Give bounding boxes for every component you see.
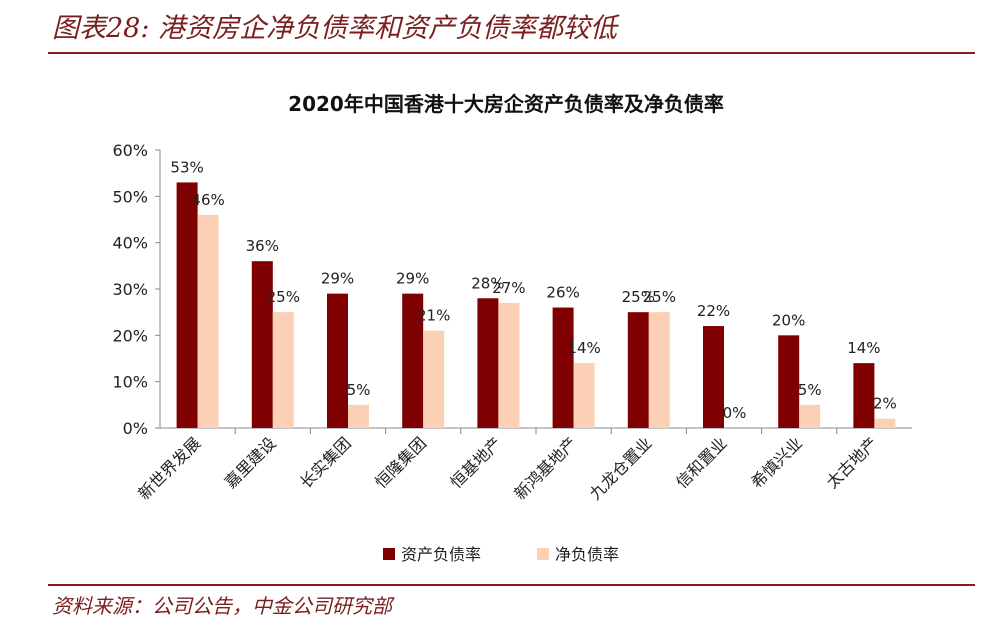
y-tick-label: 0% (123, 419, 148, 438)
title-rule (48, 52, 975, 54)
bar-net-debt (498, 302, 520, 428)
category-label: 嘉里建设 (221, 433, 280, 492)
data-label: 2% (873, 395, 897, 413)
data-label: 25% (643, 288, 676, 306)
category-label: 九龙仓置业 (586, 433, 656, 503)
bar-net-debt (799, 404, 821, 428)
data-label: 36% (246, 237, 279, 255)
bar-asset-liability (853, 363, 875, 428)
chart-bars (176, 182, 896, 428)
data-label: 0% (723, 404, 747, 422)
category-label: 新世界发展 (134, 433, 204, 503)
data-label: 28% (471, 274, 504, 292)
legend-label: 资产负债率 (401, 545, 481, 564)
data-label: 29% (321, 270, 354, 288)
bar-asset-liability (703, 326, 724, 428)
bar-net-debt (423, 330, 445, 428)
bar-asset-liability (552, 307, 574, 428)
y-tick-label: 50% (112, 187, 148, 206)
bar-net-debt (272, 312, 294, 428)
category-label: 信和置业 (672, 433, 731, 492)
data-label: 5% (347, 381, 371, 399)
bar-asset-liability (402, 293, 424, 428)
figure-title: 图表28: 港资房企净负债率和资产负债率都较低 (52, 13, 618, 44)
data-label: 5% (798, 381, 822, 399)
bar-chart: 2020年中国香港十大房企资产负债率及净负债率 0% 10% 20% 30% 40% 50… (112, 92, 912, 564)
data-label: 26% (546, 284, 579, 302)
category-label: 新鸿基地产 (510, 433, 580, 503)
y-tick-label: 60% (112, 141, 148, 160)
category-label: 希慎兴业 (747, 433, 806, 492)
legend-swatch-net-debt (537, 548, 549, 560)
chart-data-labels: 53%46%36%25%29%5%29%21%28%27% 26%14%25%25… (170, 158, 896, 422)
category-label: 太古地产 (823, 433, 882, 492)
bar-net-debt (648, 312, 670, 428)
legend-swatch-asset-liability (383, 548, 395, 560)
bar-asset-liability (251, 261, 273, 428)
bar-net-debt (197, 214, 219, 428)
data-label: 27% (492, 279, 525, 297)
data-label: 25% (622, 288, 655, 306)
data-label: 46% (191, 191, 224, 209)
data-label: 25% (267, 288, 300, 306)
category-label: 恒隆集团 (371, 433, 430, 492)
data-label: 21% (417, 307, 450, 325)
chart-legend: 资产负债率 净负债率 (383, 545, 619, 564)
data-label: 29% (396, 270, 429, 288)
chart-title: 2020年中国香港十大房企资产负债率及净负债率 (288, 92, 724, 116)
bar-asset-liability (477, 298, 499, 428)
data-label: 53% (170, 158, 203, 176)
bar-asset-liability (778, 335, 800, 428)
category-label: 长实集团 (296, 433, 355, 492)
bar-asset-liability (327, 293, 348, 428)
bar-net-debt (348, 404, 369, 428)
bar-net-debt (874, 418, 896, 428)
y-tick-label: 20% (112, 326, 148, 345)
y-tick-label: 30% (112, 280, 148, 299)
y-tick-label: 40% (112, 234, 148, 253)
data-label: 22% (697, 302, 730, 320)
bar-asset-liability (627, 312, 649, 428)
y-tick-label: 10% (112, 373, 148, 392)
legend-label: 净负债率 (555, 545, 619, 564)
chart-category-labels: 新世界发展 嘉里建设 长实集团 恒隆集团 恒基地产 新鸿基地产 九龙仓置业 信和置业 希慎兴业太… (134, 433, 881, 503)
source-rule (48, 584, 975, 586)
bar-net-debt (573, 363, 595, 428)
bar-asset-liability (176, 182, 198, 428)
data-label: 20% (772, 311, 805, 329)
source-note: 资料来源：公司公告，中金公司研究部 (52, 594, 392, 618)
data-label: 14% (567, 339, 600, 357)
category-label: 恒基地产 (447, 433, 506, 492)
data-label: 14% (847, 339, 880, 357)
